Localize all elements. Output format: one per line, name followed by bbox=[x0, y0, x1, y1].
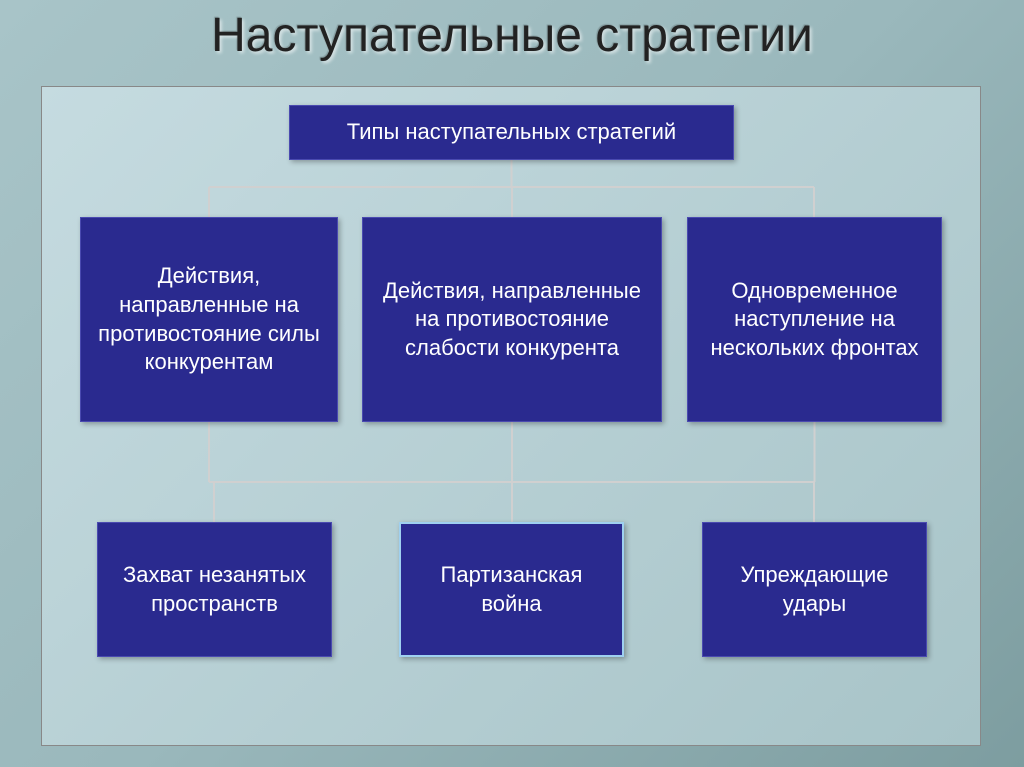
node-preemptive: Упреждающие удары bbox=[702, 522, 927, 657]
node-strength: Действия, направленные на противостояние… bbox=[80, 217, 338, 422]
node-multifront: Одновременное наступление на нескольких … bbox=[687, 217, 942, 422]
node-root: Типы наступательных стратегий bbox=[289, 105, 734, 160]
node-unoccupied: Захват незанятых пространств bbox=[97, 522, 332, 657]
title-text: Наступательные стратегии bbox=[211, 9, 813, 62]
node-guerrilla: Партизанская война bbox=[399, 522, 624, 657]
diagram-panel: Типы наступательных стратегий Действия, … bbox=[41, 86, 981, 746]
node-weakness: Действия, направленные на противостояние… bbox=[362, 217, 662, 422]
page-title: Наступательные стратегии bbox=[0, 0, 1024, 63]
